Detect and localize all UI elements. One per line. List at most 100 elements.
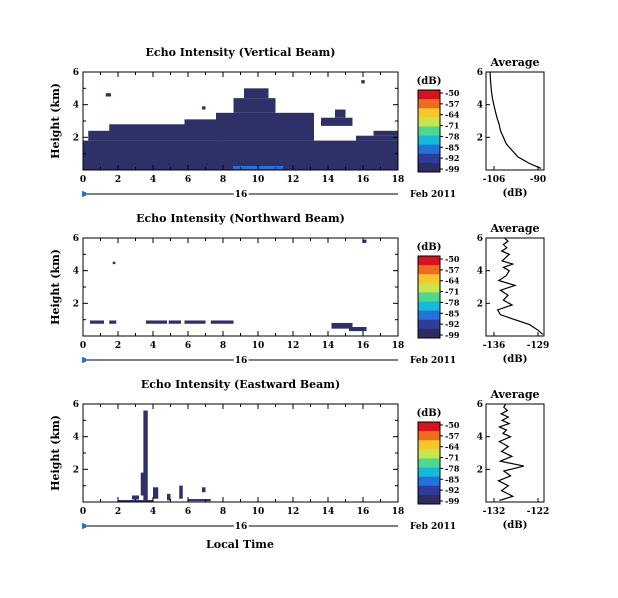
colorbar-segment: [418, 431, 440, 441]
data-cell: [146, 320, 167, 324]
average-y-tick-label: 2: [477, 133, 483, 143]
average-y-tick-label: 4: [477, 433, 483, 443]
data-cell: [335, 109, 346, 118]
colorbar-tick-label: -92: [445, 153, 459, 163]
average-y-tick-label: 4: [477, 267, 483, 277]
data-cell: [202, 106, 206, 110]
x-tick-label: 2: [115, 341, 121, 351]
colorbar-segment: [418, 476, 440, 487]
average-x-label: (dB): [503, 188, 528, 199]
x-tick-label: 4: [150, 175, 156, 185]
x-tick-label: 14: [322, 507, 335, 517]
data-cell: [244, 88, 269, 99]
x-tick-label: 12: [287, 175, 300, 185]
date-marker: [82, 524, 86, 528]
data-cell: [179, 485, 183, 499]
colorbar-segment: [418, 265, 440, 275]
colorbar-segment: [418, 162, 440, 173]
colorbar-segment: [418, 144, 440, 155]
date-suffix: Feb 2011: [410, 522, 456, 532]
y-tick-label: 4: [73, 433, 79, 443]
colorbar-segment: [418, 256, 440, 266]
data-cell: [153, 487, 159, 499]
data-cell: [349, 327, 367, 332]
average-frame: [485, 71, 545, 171]
y-tick-label: 2: [73, 465, 79, 475]
colorbar-tick-label: -85: [445, 474, 459, 484]
colorbar-segment: [418, 319, 440, 330]
colorbar-segment: [418, 283, 440, 293]
colorbar-tick-label: -92: [445, 319, 459, 329]
colorbar-segment: [418, 99, 440, 109]
plot-frame: [82, 403, 399, 503]
colorbar-tick-label: -50: [445, 420, 460, 430]
colorbar-segment: [418, 126, 440, 137]
x-tick-label: 14: [322, 175, 335, 185]
colorbar-unit: (dB): [417, 76, 442, 87]
data-cell: [143, 410, 148, 502]
data-cell: [109, 320, 117, 324]
day-marker-label: 16: [235, 522, 248, 532]
colorbar-tick-label: -99: [445, 330, 460, 340]
x-tick-label: 2: [115, 175, 121, 185]
average-x-label: (dB): [503, 354, 528, 365]
data-cell: [321, 117, 353, 126]
data-cell: [331, 322, 353, 329]
data-cell: [373, 130, 398, 136]
x-tick-label: 16: [357, 507, 370, 517]
colorbar-tick-label: -64: [445, 442, 460, 452]
y-tick-label: 6: [73, 68, 79, 78]
y-axis-label: Height (km): [49, 249, 62, 325]
colorbar-tick-label: -71: [445, 121, 459, 131]
y-tick-label: 4: [73, 267, 79, 277]
average-y-tick-label: 2: [477, 299, 483, 309]
average-y-tick-label: 6: [477, 234, 483, 244]
data-cell: [233, 98, 276, 113]
colorbar-tick-label: -71: [445, 287, 459, 297]
data-cell: [105, 93, 111, 97]
y-axis-label: Height (km): [49, 83, 62, 159]
x-tick-label: 6: [185, 341, 191, 351]
average-x-tick-label: -106: [483, 175, 506, 185]
colorbar-tick-label: -78: [445, 463, 460, 473]
y-tick-label: 2: [73, 299, 79, 309]
data-cell: [112, 261, 116, 265]
average-profile-line: [496, 237, 544, 335]
colorbar-tick-label: -99: [445, 164, 460, 174]
x-axis-label: Local Time: [206, 538, 274, 551]
data-cell: [210, 320, 234, 324]
average-x-tick-label: -132: [483, 507, 506, 517]
data-cell: [168, 320, 181, 324]
y-tick-label: 4: [73, 101, 79, 111]
panel-title: Echo Intensity (Eastward Beam): [141, 378, 340, 391]
average-x-label: (dB): [503, 520, 528, 531]
average-x-tick-label: -90: [530, 175, 546, 185]
colorbar-segment: [418, 153, 440, 164]
average-x-tick-label: -122: [527, 507, 550, 517]
data-cell: [132, 495, 139, 500]
x-tick-label: 16: [357, 175, 370, 185]
colorbar-tick-label: -64: [445, 276, 460, 286]
data-cell: [363, 239, 367, 243]
colorbar-tick-label: -64: [445, 110, 460, 120]
data-cell: [140, 472, 146, 496]
panel-title: Echo Intensity (Vertical Beam): [145, 46, 335, 59]
date-suffix: Feb 2011: [410, 356, 456, 366]
x-tick-label: 18: [392, 175, 405, 185]
data-cell: [202, 487, 206, 493]
x-tick-label: 2: [115, 507, 121, 517]
average-y-tick-label: 4: [477, 101, 483, 111]
data-cell: [184, 320, 206, 324]
x-tick-label: 6: [185, 507, 191, 517]
average-y-tick-label: 6: [477, 400, 483, 410]
y-tick-label: 6: [73, 234, 79, 244]
x-tick-label: 18: [392, 341, 405, 351]
x-tick-label: 16: [357, 341, 370, 351]
y-tick-label: 6: [73, 400, 79, 410]
average-frame: [485, 237, 545, 337]
colorbar-segment: [418, 90, 440, 100]
x-tick-label: 8: [220, 341, 226, 351]
data-cell: [188, 499, 211, 502]
colorbar-unit: (dB): [417, 242, 442, 253]
